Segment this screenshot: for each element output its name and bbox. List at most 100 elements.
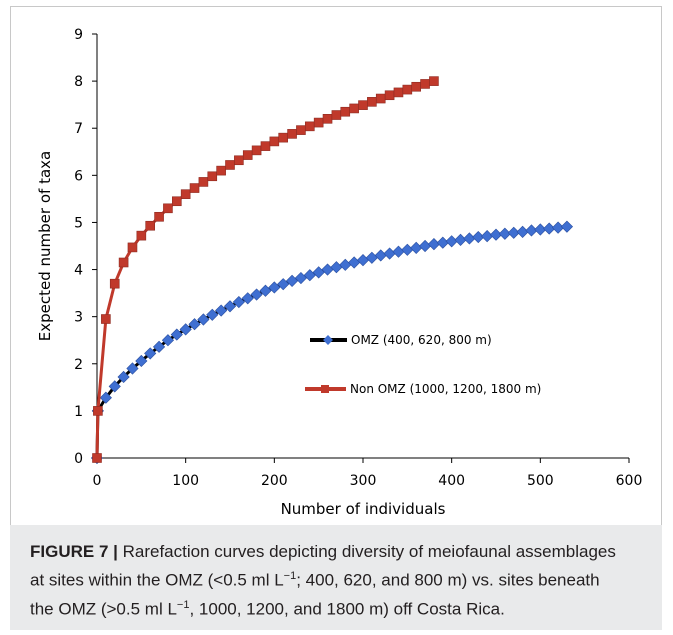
caption-sup-2: −1 <box>176 598 190 611</box>
x-tick-label: 100 <box>172 473 199 489</box>
point-omz <box>410 241 423 254</box>
point-omz <box>374 249 387 262</box>
point-omz <box>135 354 148 368</box>
point-omz <box>498 227 511 240</box>
point-omz <box>365 251 378 264</box>
point-non-omz <box>234 155 244 166</box>
legend-entry-omz: OMZ (400, 620, 800 m) <box>310 333 492 347</box>
point-non-omz <box>207 171 218 182</box>
point-omz <box>489 228 503 241</box>
legend-entry-non-omz: Non OMZ (1000, 1200, 1800 m) <box>305 382 541 396</box>
point-non-omz <box>429 76 439 86</box>
caption-line-1: Rarefaction curves depicting diversity o… <box>117 542 616 561</box>
point-non-omz <box>313 117 324 128</box>
point-omz <box>472 230 485 244</box>
point-omz <box>436 236 449 249</box>
point-non-omz <box>358 100 368 110</box>
point-non-omz <box>393 87 404 98</box>
point-omz <box>179 323 192 336</box>
x-tick-label: 400 <box>438 473 465 489</box>
point-omz <box>445 235 458 248</box>
point-omz <box>481 230 494 243</box>
point-non-omz <box>304 121 315 132</box>
y-tick-label: 6 <box>74 168 83 184</box>
series-line-non-omz <box>95 79 435 459</box>
x-axis-title: Number of individuals <box>281 500 446 518</box>
point-non-omz <box>331 110 342 120</box>
point-non-omz <box>198 177 209 187</box>
caption-sup-1: −1 <box>283 570 297 582</box>
y-tick-label: 2 <box>74 357 83 373</box>
x-tick-label: 300 <box>350 473 377 489</box>
y-tick-label: 3 <box>74 310 83 326</box>
point-omz <box>259 284 272 297</box>
point-omz <box>507 226 520 239</box>
point-non-omz <box>367 97 377 107</box>
x-tick-label: 0 <box>93 473 102 489</box>
point-omz <box>99 391 112 404</box>
point-non-omz <box>260 141 271 151</box>
point-omz <box>117 370 130 384</box>
series-layer <box>90 76 574 465</box>
legend-marker-non-omz <box>321 385 329 393</box>
y-ticks: 0 1 2 3 4 5 6 7 8 9 <box>74 27 97 467</box>
point-omz <box>516 225 529 238</box>
y-tick-label: 5 <box>74 215 83 231</box>
y-tick-label: 4 <box>74 263 83 279</box>
caption-line-3b: , 1000, 1200, and 1800 m) off Costa Rica… <box>189 599 505 619</box>
point-non-omz <box>127 242 138 253</box>
point-omz <box>152 340 166 353</box>
point-non-omz <box>278 132 289 143</box>
point-non-omz <box>287 129 297 139</box>
x-tick-label: 200 <box>261 473 288 489</box>
point-omz <box>241 292 254 305</box>
rarefaction-chart: 0 1 2 3 4 5 6 7 8 9 0 100 200 300 400 500 600 Expected … <box>36 27 642 518</box>
point-omz <box>108 380 121 393</box>
y-tick-label: 8 <box>74 74 83 90</box>
caption-line-3: the OMZ (>0.5 ml L <box>30 599 177 619</box>
point-non-omz <box>109 278 120 289</box>
point-omz <box>534 223 547 236</box>
point-omz <box>560 220 574 233</box>
point-omz <box>223 300 237 313</box>
y-tick-label: 9 <box>74 27 83 43</box>
point-omz <box>330 261 343 274</box>
legend-marker-omz <box>323 335 333 345</box>
y-axis-title: Expected number of taxa <box>36 151 54 341</box>
y-tick-label: 1 <box>74 404 83 420</box>
point-omz <box>170 328 183 341</box>
point-omz <box>551 221 565 234</box>
point-omz <box>427 238 441 251</box>
point-non-omz <box>296 125 306 135</box>
point-omz <box>197 313 210 326</box>
point-non-omz <box>101 314 111 324</box>
point-non-omz <box>92 453 102 463</box>
point-non-omz <box>384 90 395 101</box>
point-omz <box>463 232 476 245</box>
point-non-omz <box>118 257 129 268</box>
point-non-omz <box>269 136 280 147</box>
point-non-omz <box>145 220 155 231</box>
point-non-omz <box>225 160 235 170</box>
point-omz <box>206 308 219 321</box>
point-non-omz <box>242 150 253 160</box>
caption-line-2b: ; 400, 620, and 800 m) vs. sites beneath <box>296 570 600 590</box>
point-non-omz <box>189 183 200 193</box>
point-omz <box>356 254 370 267</box>
y-tick-label: 7 <box>74 121 83 137</box>
point-non-omz <box>340 106 351 117</box>
point-non-omz <box>180 189 191 199</box>
point-omz <box>268 281 281 294</box>
y-tick-label: 0 <box>74 451 83 467</box>
point-omz <box>401 243 414 256</box>
point-non-omz <box>154 211 164 222</box>
point-non-omz <box>322 114 333 124</box>
point-omz <box>277 278 290 291</box>
point-omz <box>321 263 334 276</box>
point-non-omz <box>163 203 173 214</box>
legend: OMZ (400, 620, 800 m) Non OMZ (1000, 120… <box>305 333 541 396</box>
point-omz <box>454 233 467 246</box>
caption-line-2: at sites within the OMZ (<0.5 ml L <box>30 570 284 590</box>
point-omz <box>543 222 556 235</box>
point-omz <box>161 334 175 347</box>
